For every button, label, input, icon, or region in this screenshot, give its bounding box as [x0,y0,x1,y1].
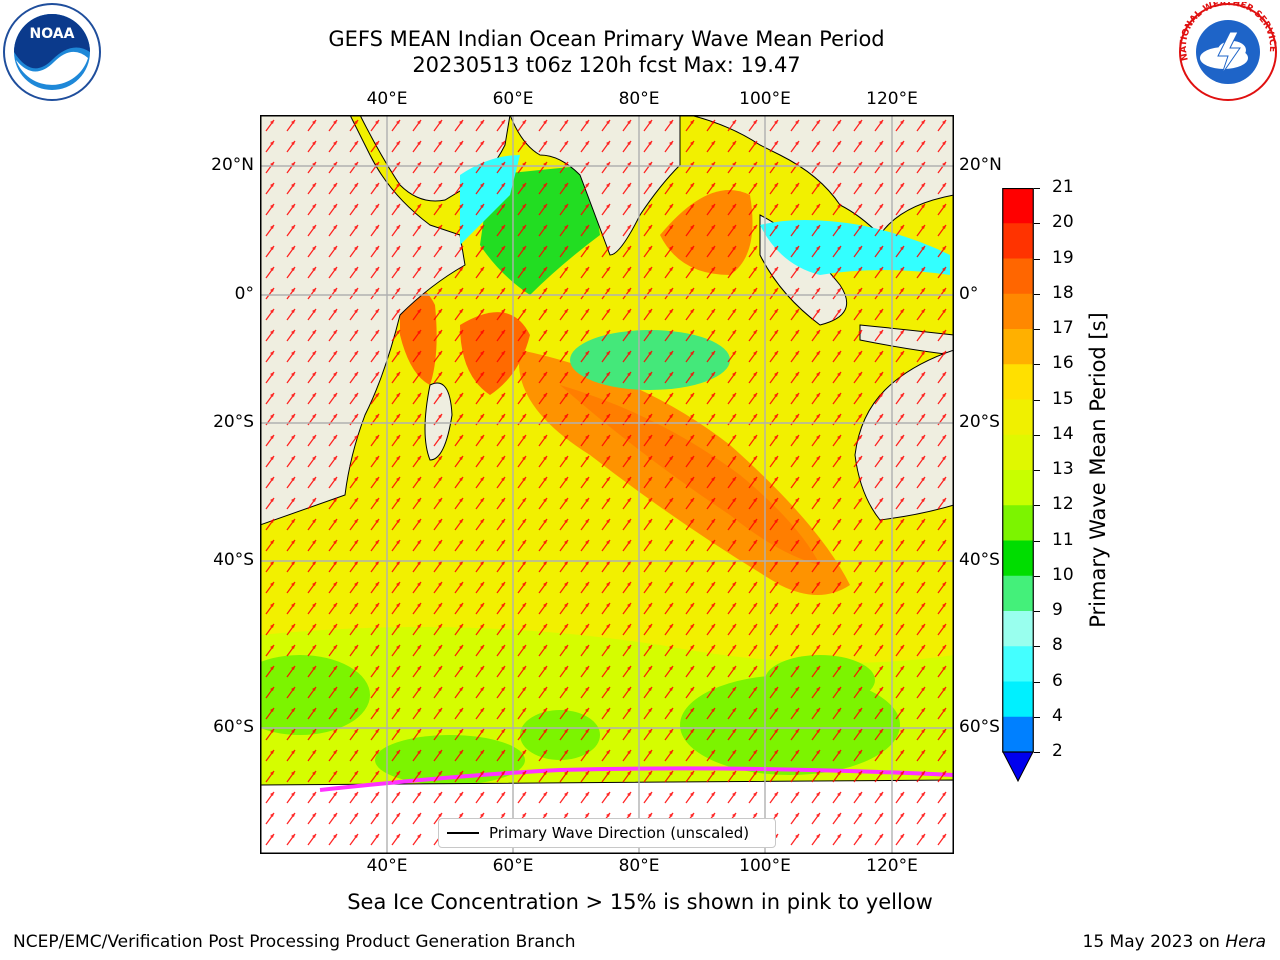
colorbar-tick-mark [1034,293,1040,295]
lat-label-right-40s: 40°S [959,550,1000,570]
colorbar-tick-label: 15 [1052,388,1074,409]
colorbar-label: Primary Wave Mean Period [s] [1086,312,1110,628]
colorbar-tick-label: 19 [1052,247,1074,268]
colorbar-segment [1003,258,1033,295]
footer-date: 15 May 2023 on Hera [1083,932,1267,952]
footer-host: Hera [1225,932,1266,952]
lat-label-right-0: 0° [959,284,979,304]
lon-label-bottom-80e: 80°E [618,856,660,876]
colorbar-tick-mark [1034,575,1040,577]
lat-label-left-0: 0° [234,284,254,304]
map-title: GEFS MEAN Indian Ocean Primary Wave Mean… [0,26,1213,78]
colorbar-tick-mark [1034,329,1040,330]
legend-label: Primary Wave Direction (unscaled) [489,824,750,842]
colorbar-tick-label: 17 [1052,318,1074,338]
colorbar-tick-label: 6 [1052,670,1063,691]
graticule [260,115,954,854]
wave-direction-arrows [260,115,954,854]
colorbar-segment [1003,470,1033,506]
colorbar-segments [1003,188,1033,753]
colorbar-tick-mark [1034,540,1040,542]
colorbar-segment [1003,611,1033,647]
colorbar-tick-label: 18 [1052,282,1074,303]
footer-date-text: 15 May 2023 on [1082,932,1226,952]
lon-label-bottom-60e: 60°E [492,856,534,876]
colorbar-tick-label: 11 [1052,529,1074,550]
colorbar-tick-mark [1034,681,1040,683]
colorbar-segment [1003,540,1033,577]
lat-label-right-20s: 20°S [959,412,1000,432]
lat-label-right-60s: 60°S [959,717,1000,737]
colorbar-segment [1003,716,1033,753]
svg-text:NOAA: NOAA [30,26,75,42]
colorbar-tick-label: 14 [1052,423,1074,444]
lon-label-bottom-100e: 100°E [739,856,791,876]
lon-label-top-60e: 60°E [492,89,534,109]
colorbar-segment [1003,681,1033,718]
colorbar-tick-mark [1034,223,1040,225]
colorbar-segment [1003,188,1033,224]
colorbar-tick-mark [1034,646,1040,648]
wave-period-map: Primary Wave Direction (unscaled) [260,115,954,854]
colorbar-tick-mark [1034,364,1040,366]
colorbar-tick-mark [1034,505,1040,507]
footer-credit: NCEP/EMC/Verification Post Processing Pr… [13,932,576,952]
title-line-2: 20230513 t06z 120h fcst Max: 19.47 [412,53,801,77]
colorbar-segment [1003,399,1033,436]
noaa-logo: NOAA [2,2,102,102]
colorbar-segment [1003,505,1033,541]
lon-label-top-100e: 100°E [739,89,791,109]
colorbar-segment [1003,364,1033,400]
colorbar-tick-label: 10 [1052,564,1074,585]
colorbar-segment [1003,329,1033,365]
lat-label-left-60s: 60°S [213,717,254,737]
colorbar-segment [1003,293,1033,330]
colorbar-tick-mark [1034,258,1040,260]
colorbar-segment [1003,646,1033,682]
colorbar-tick-mark [1034,611,1040,612]
colorbar-tick-label: 9 [1052,600,1063,620]
colorbar-tick-label: 12 [1052,494,1074,515]
colorbar-segment [1003,575,1033,612]
colorbar-tick-mark [1034,399,1040,401]
colorbar-tick-label: 8 [1052,635,1063,656]
lon-label-top-80e: 80°E [618,89,660,109]
lat-label-left-20s: 20°S [213,412,254,432]
title-line-1: GEFS MEAN Indian Ocean Primary Wave Mean… [328,27,885,51]
lon-label-bottom-120e: 120°E [866,856,918,876]
colorbar-tick-label: 20 [1052,212,1074,233]
sea-ice-caption: Sea Ice Concentration > 15% is shown in … [347,890,933,914]
colorbar-tick-mark [1034,434,1040,436]
colorbar-tick-label: 4 [1052,705,1063,726]
nws-logo: NATIONAL WEATHER SERVICE [1178,0,1278,102]
colorbar-tick-label: 16 [1052,353,1074,374]
colorbar-extend-triangle [1002,751,1034,783]
lat-label-right-20n: 20°N [959,155,1002,175]
colorbar-tick-label: 2 [1052,741,1063,761]
colorbar-tick-label: 21 [1052,177,1074,197]
lat-label-left-20n: 20°N [211,155,254,175]
lon-label-top-120e: 120°E [866,89,918,109]
colorbar-segment [1003,434,1033,471]
colorbar-tick-mark [1034,752,1040,753]
colorbar-tick-mark [1034,188,1040,189]
colorbar-tick-mark [1034,470,1040,471]
colorbar-tick-mark [1034,716,1040,718]
legend-line-swatch [447,832,479,834]
colorbar-segment [1003,223,1033,259]
lon-label-bottom-40e: 40°E [366,856,408,876]
lon-label-top-40e: 40°E [366,89,408,109]
colorbar-tick-label: 13 [1052,459,1074,479]
lat-label-left-40s: 40°S [213,550,254,570]
map-legend: Primary Wave Direction (unscaled) [438,818,776,848]
colorbar [1002,187,1034,783]
